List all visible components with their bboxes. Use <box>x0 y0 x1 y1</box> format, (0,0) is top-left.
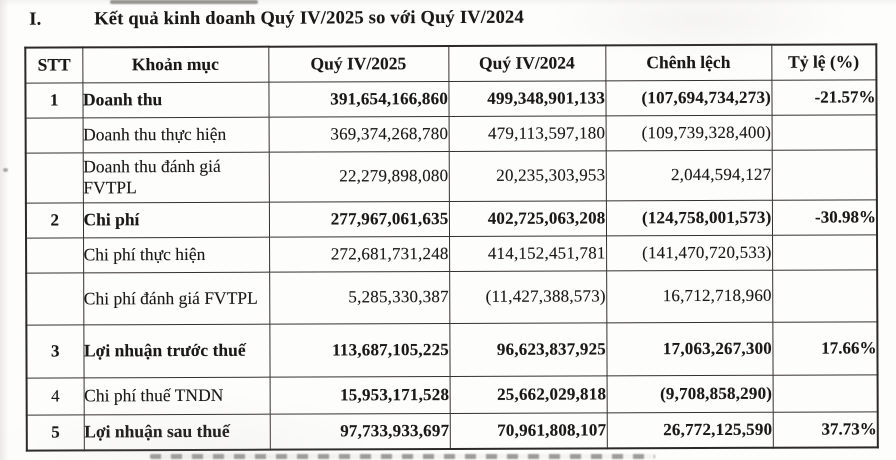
cell-pct: 17.66% <box>772 321 878 375</box>
cell-label: Chi phí thực hiện <box>83 236 270 273</box>
cell-label: Doanh thu thực hiện <box>82 116 269 153</box>
cell-diff: 26,772,125,590 <box>606 411 773 449</box>
table-row: Doanh thu thực hiện 369,374,268,780 479,… <box>25 114 877 153</box>
cell-label: Doanh thu đánh giá FVTPL <box>82 151 269 203</box>
cell-label: Chi phí thuế TNDN <box>83 376 270 415</box>
cell-q2025: 22,279,898,080 <box>268 150 449 202</box>
cell-label: Chi phí <box>82 201 270 238</box>
cell-q2025: 272,681,731,248 <box>269 235 450 272</box>
cell-q2025: 97,733,933,697 <box>269 412 450 450</box>
cell-pct: -30.98% <box>771 199 878 235</box>
cell-q2025: 113,687,105,225 <box>269 322 450 377</box>
cell-pct <box>772 269 878 322</box>
cell-stt: 3 <box>26 324 84 378</box>
cell-diff: 16,712,718,960 <box>606 269 773 323</box>
table-row: Doanh thu đánh giá FVTPL 22,279,898,080 … <box>25 149 877 203</box>
cell-diff: (141,470,720,533) <box>606 234 773 271</box>
scan-artifact-top <box>110 0 258 4</box>
cell-stt <box>25 152 83 203</box>
cell-diff: 2,044,594,127 <box>605 149 772 201</box>
table-row: 4 Chi phí thuế TNDN 15,953,171,528 25,66… <box>26 374 878 415</box>
cell-pct: -21.57% <box>771 79 877 115</box>
cell-q2025: 369,374,268,780 <box>268 115 449 152</box>
cell-q2025: 5,285,330,387 <box>269 270 450 324</box>
table-row: Chi phí thực hiện 272,681,731,248 414,15… <box>26 234 878 273</box>
cell-pct: 37.73% <box>772 411 878 448</box>
cell-stt: 5 <box>26 414 84 451</box>
cell-q2024: 414,152,451,781 <box>449 235 607 271</box>
cell-stt: 1 <box>25 82 83 118</box>
cell-diff: (109,739,328,400) <box>605 114 772 151</box>
cell-pct <box>772 374 878 412</box>
cell-q2024: 20,235,303,953 <box>448 150 606 201</box>
table-header-row: STT Khoản mục Quý IV/2025 Quý IV/2024 Ch… <box>25 44 877 83</box>
header-q4-2024: Quý IV/2024 <box>448 45 606 81</box>
cell-stt: 4 <box>26 377 84 415</box>
cell-q2024: 25,662,029,818 <box>449 375 607 413</box>
cell-pct <box>771 149 877 200</box>
cell-q2024: 96,623,837,925 <box>449 322 607 376</box>
cell-q2024: 499,348,901,133 <box>448 80 606 116</box>
table-row: 2 Chi phí 277,967,061,635 402,725,063,20… <box>25 199 878 238</box>
cell-q2024: (11,427,388,573) <box>449 270 607 323</box>
cell-q2024: 402,725,063,208 <box>448 200 607 236</box>
header-stt: STT <box>25 47 83 83</box>
cell-q2025: 15,953,171,528 <box>269 375 450 414</box>
scan-artifact-cutoff-text <box>150 454 655 459</box>
cell-q2024: 70,961,808,107 <box>449 412 607 449</box>
cell-stt <box>26 272 84 325</box>
cell-diff: 17,063,267,300 <box>606 321 773 376</box>
header-q4-2025: Quý IV/2025 <box>268 45 449 82</box>
header-item: Khoản mục <box>82 46 269 83</box>
cell-q2024: 479,113,597,180 <box>448 115 606 151</box>
table-row: 3 Lợi nhuận trước thuế 113,687,105,225 9… <box>26 321 878 378</box>
cell-diff: (107,694,734,273) <box>605 79 772 116</box>
table-row: 1 Doanh thu 391,654,166,860 499,348,901,… <box>25 79 877 118</box>
cell-stt: 2 <box>25 202 84 238</box>
scan-artifact-speck <box>3 168 8 172</box>
table-row: Chi phí đánh giá FVTPL 5,285,330,387 (11… <box>26 269 878 325</box>
cell-pct <box>771 114 877 150</box>
table-row: 5 Lợi nhuận sau thuế 97,733,933,697 70,9… <box>26 411 878 451</box>
cell-pct <box>772 234 878 270</box>
cell-stt <box>25 117 83 153</box>
cell-diff: (9,708,858,290) <box>606 374 773 413</box>
cell-label: Doanh thu <box>82 81 269 118</box>
section-index: I. <box>29 9 42 30</box>
cell-label: Lợi nhuận sau thuế <box>83 413 270 451</box>
cell-q2025: 277,967,061,635 <box>268 200 450 237</box>
section-title-text: Kết quả kinh doanh Quý IV/2025 so với Qu… <box>94 7 524 30</box>
header-ratio: Tỷ lệ (%) <box>771 44 877 80</box>
quarterly-results-table: STT Khoản mục Quý IV/2025 Quý IV/2024 Ch… <box>24 43 879 452</box>
header-difference: Chênh lệch <box>605 44 772 81</box>
cell-q2025: 391,654,166,860 <box>268 80 449 117</box>
cell-stt <box>26 237 84 273</box>
section-title: I. Kết quả kinh doanh Quý IV/2025 so với… <box>29 8 524 31</box>
cell-diff: (124,758,001,573) <box>605 199 773 236</box>
cell-label: Chi phí đánh giá FVTPL <box>83 271 270 325</box>
cell-label: Lợi nhuận trước thuế <box>83 323 270 378</box>
